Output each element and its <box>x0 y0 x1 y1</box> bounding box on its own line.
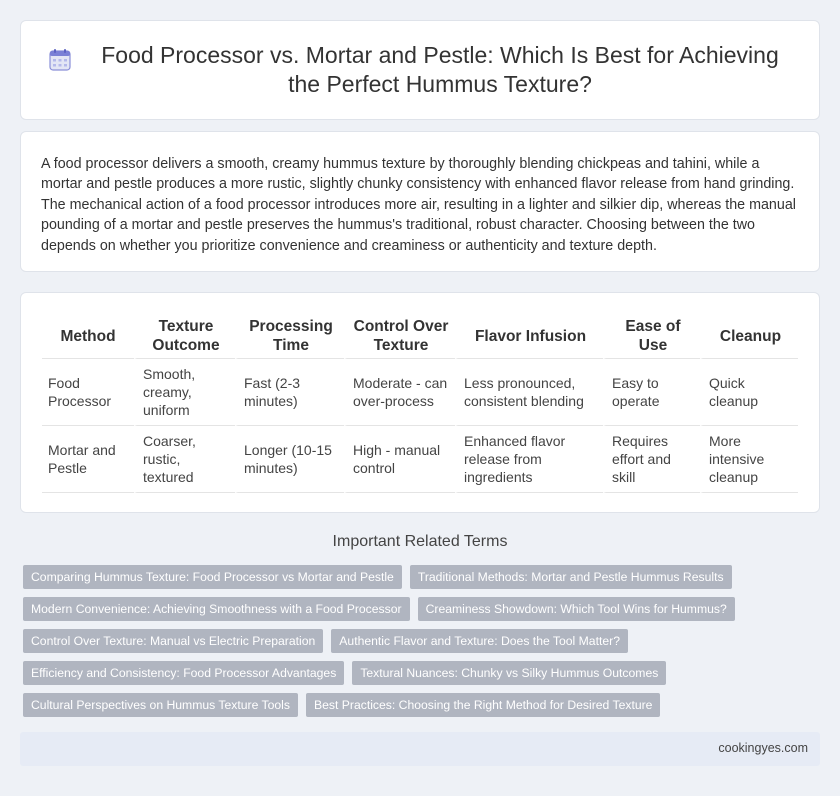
column-header: Texture Outcome <box>134 313 235 359</box>
table-row: Mortar and Pestle Coarser, rustic, textu… <box>42 426 798 493</box>
title-card: Food Processor vs. Mortar and Pestle: Wh… <box>20 20 820 120</box>
tag-row: Comparing Hummus Texture: Food Processor… <box>23 565 823 597</box>
related-term-tag[interactable]: Best Practices: Choosing the Right Metho… <box>305 693 661 717</box>
footer-site-link[interactable]: cookingyes.com <box>718 741 808 755</box>
comparison-table-card: Method Texture Outcome Processing Time C… <box>20 292 820 513</box>
table-cell: Easy to operate <box>603 359 700 426</box>
related-terms-list: Comparing Hummus Texture: Food Processor… <box>23 565 823 725</box>
related-term-tag[interactable]: Creaminess Showdown: Which Tool Wins for… <box>417 597 735 621</box>
table-cell: Food Processor <box>42 359 134 426</box>
column-header: Method <box>42 313 134 359</box>
table-cell: Enhanced flavor release from ingredients <box>455 426 603 493</box>
table-cell: Mortar and Pestle <box>42 426 134 493</box>
table-row: Food Processor Smooth, creamy, uniform F… <box>42 359 798 426</box>
related-term-tag[interactable]: Control Over Texture: Manual vs Electric… <box>23 629 324 653</box>
related-term-tag[interactable]: Efficiency and Consistency: Food Process… <box>23 661 345 685</box>
related-term-tag[interactable]: Comparing Hummus Texture: Food Processor… <box>23 565 402 589</box>
table-cell: Less pronounced, consistent blending <box>455 359 603 426</box>
column-header: Control Over Texture <box>344 313 455 359</box>
intro-paragraph: A food processor delivers a smooth, crea… <box>41 156 796 254</box>
related-term-tag[interactable]: Traditional Methods: Mortar and Pestle H… <box>409 565 732 589</box>
table-cell: High - manual control <box>344 426 455 493</box>
column-header: Cleanup <box>700 313 798 359</box>
table-cell: Smooth, creamy, uniform <box>134 359 235 426</box>
intro-card: A food processor delivers a smooth, crea… <box>20 131 820 272</box>
column-header: Ease of Use <box>603 313 700 359</box>
table-cell: Coarser, rustic, textured <box>134 426 235 493</box>
comparison-table: Method Texture Outcome Processing Time C… <box>42 313 798 493</box>
column-header: Processing Time <box>235 313 344 359</box>
tag-row: Modern Convenience: Achieving Smoothness… <box>23 597 823 629</box>
table-header-row: Method Texture Outcome Processing Time C… <box>42 313 798 359</box>
related-terms-heading: Important Related Terms <box>332 533 508 550</box>
table-cell: Fast (2-3 minutes) <box>235 359 344 426</box>
table-cell: More intensive cleanup <box>700 426 798 493</box>
related-term-tag[interactable]: Modern Convenience: Achieving Smoothness… <box>23 597 410 621</box>
related-term-tag[interactable]: Cultural Perspectives on Hummus Texture … <box>23 693 298 717</box>
calendar-icon <box>49 49 71 71</box>
tag-row: Control Over Texture: Manual vs Electric… <box>23 629 823 661</box>
page-title: Food Processor vs. Mortar and Pestle: Wh… <box>101 42 779 97</box>
column-header: Flavor Infusion <box>455 313 603 359</box>
table-cell: Quick cleanup <box>700 359 798 426</box>
table-cell: Longer (10-15 minutes) <box>235 426 344 493</box>
tag-row: Efficiency and Consistency: Food Process… <box>23 661 823 693</box>
table-cell: Moderate - can over-process <box>344 359 455 426</box>
footer: cookingyes.com <box>20 732 820 766</box>
tag-row: Cultural Perspectives on Hummus Texture … <box>23 693 823 725</box>
table-cell: Requires effort and skill <box>603 426 700 493</box>
related-term-tag[interactable]: Textural Nuances: Chunky vs Silky Hummus… <box>352 661 667 685</box>
related-term-tag[interactable]: Authentic Flavor and Texture: Does the T… <box>331 629 628 653</box>
